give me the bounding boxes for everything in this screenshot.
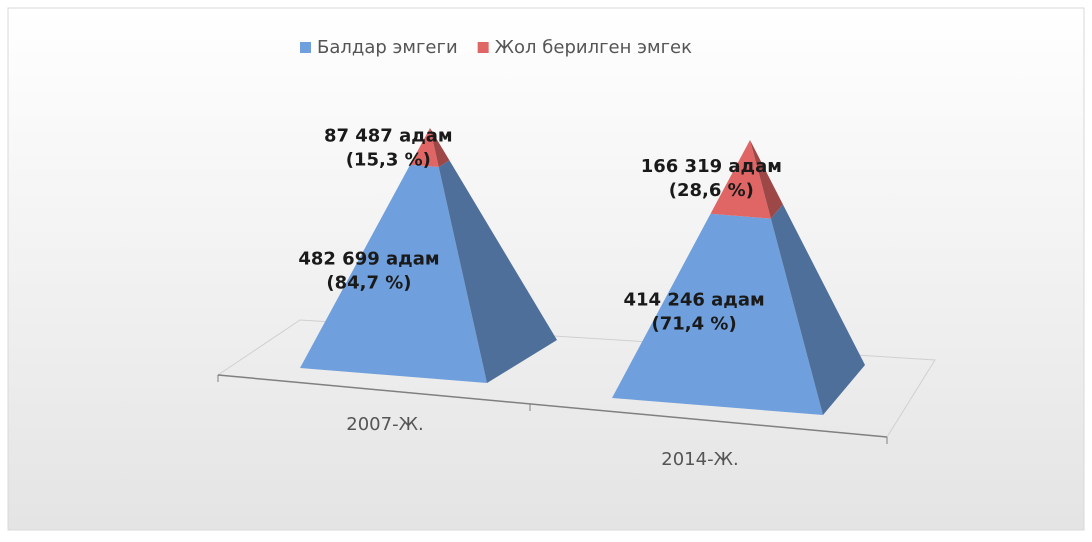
pyramid-front (410, 128, 439, 168)
data-label: 87 487 адам (324, 126, 453, 147)
pyramid-side (770, 204, 865, 415)
x-tick-label: 2007-Ж. (346, 414, 423, 435)
data-label: 166 319 адам (641, 156, 782, 177)
data-label: 414 246 адам (623, 289, 764, 310)
legend-label: Жол берилген эмгек (495, 37, 692, 58)
data-label: (28,6 %) (669, 180, 754, 201)
x-axis (217, 374, 888, 438)
legend-swatch (477, 42, 489, 53)
pyramid-side (430, 128, 450, 168)
chart-area (7, 7, 1085, 531)
pyramid-front (710, 140, 771, 219)
legend-label: Балдар эмгеги (317, 37, 458, 58)
legend-swatch (300, 42, 311, 53)
data-label: 482 699 адам (298, 249, 439, 270)
data-label: (15,3 %) (346, 150, 431, 171)
pyramid-front (612, 213, 823, 415)
pyramid-side (750, 140, 783, 219)
pyramid-side (438, 160, 557, 383)
x-tick-label: 2014-Ж. (661, 449, 738, 470)
data-label: (84,7 %) (326, 273, 411, 294)
data-label: (71,4 %) (652, 313, 737, 334)
pyramid-front (300, 164, 487, 383)
